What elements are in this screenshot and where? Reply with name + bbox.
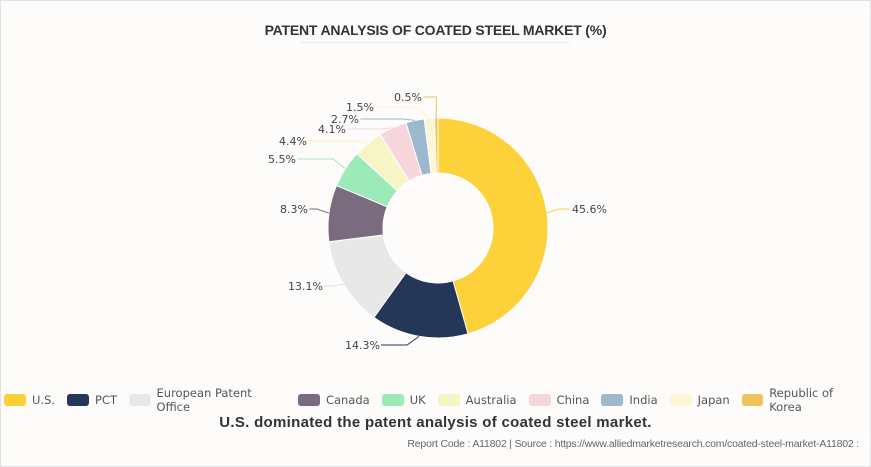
slice-label-china: 4.1% [318, 123, 346, 136]
legend-swatch [601, 394, 624, 406]
leader-line-pct [381, 335, 420, 346]
legend-label: Australia [465, 393, 517, 407]
legend-label: China [556, 393, 590, 407]
chart-caption: U.S. dominated the patent analysis of co… [219, 414, 652, 431]
legend-swatch [129, 394, 151, 406]
leader-line-china [347, 127, 393, 130]
chart-title: PATENT ANALYSIS OF COATED STEEL MARKET (… [264, 22, 607, 38]
slice-label-pct: 14.3% [345, 339, 380, 352]
legend-item-uk[interactable]: UK [381, 393, 426, 407]
slice-republic-of-korea[interactable] [434, 117, 439, 174]
leader-line-australia [308, 140, 368, 144]
legend-label: U.S. [32, 393, 56, 407]
legend-item-republic-of-korea[interactable]: Republic of Korea [741, 386, 867, 414]
legend-swatch [669, 394, 692, 406]
leader-line-india [360, 118, 416, 121]
legend-swatch [528, 394, 551, 406]
slice-label-canada: 8.3% [280, 203, 308, 216]
legend-label: Canada [325, 393, 370, 407]
leader-line-uk [297, 158, 346, 170]
legend-swatch [4, 394, 26, 406]
leader-line-japan [375, 106, 430, 119]
legend-swatch [741, 394, 764, 406]
slice-label-european-patent-office: 13.1% [288, 280, 323, 293]
legend-item-u-s[interactable]: U.S. [4, 393, 55, 407]
donut-chart: 45.6% 14.3% 13.1% 8.3% 5.5% 4.4% 4.1%2.7%1.5% 0… [268, 91, 607, 352]
legend-label: UK [409, 393, 426, 407]
slice-label-japan: 1.5% [346, 101, 374, 114]
legend-item-china[interactable]: China [528, 393, 590, 407]
slice-label-u-s: 45.6% [572, 203, 607, 216]
leader-line-u-s [546, 208, 569, 214]
legend-label: Japan [697, 393, 730, 407]
legend-item-australia[interactable]: Australia [437, 393, 517, 407]
slice-label-uk: 5.5% [268, 153, 296, 166]
chart-legend: U.S. PCT European Patent Office Canada UK Aus… [0, 386, 871, 414]
legend-swatch [381, 394, 404, 406]
legend-item-european-patent-office[interactable]: European Patent Office [129, 386, 286, 414]
legend-item-pct[interactable]: PCT [67, 393, 117, 407]
title-underline [300, 42, 570, 43]
slice-u-s[interactable] [437, 117, 549, 335]
slice-labels-group: 45.6% 14.3% 13.1% 8.3% 5.5% 4.4% 4.1%2.7%1.5% 0… [268, 91, 607, 352]
legend-label: Republic of Korea [769, 386, 834, 414]
legend-item-canada[interactable]: Canada [297, 393, 370, 407]
legend-item-india[interactable]: India [601, 393, 658, 407]
legend-label: PCT [95, 393, 118, 407]
slice-label-india: 2.7% [331, 113, 359, 126]
legend-swatch [67, 394, 90, 406]
legend-swatch [437, 394, 460, 406]
legend-label: India [629, 393, 658, 407]
legend-swatch [297, 394, 320, 406]
slice-label-australia: 4.4% [279, 135, 307, 148]
legend-item-japan[interactable]: Japan [669, 393, 730, 407]
leader-line-european-patent-office [324, 283, 344, 287]
legend-label: European Patent Office [156, 386, 252, 414]
leader-lines-group [297, 96, 569, 346]
leader-line-canada [309, 208, 330, 214]
slice-label-republic-of-korea: 0.5% [394, 91, 422, 104]
source-note: Report Code : A11802 | Source : https://… [407, 438, 859, 450]
leader-line-republic-of-korea [423, 96, 437, 119]
slices-group [327, 117, 549, 339]
